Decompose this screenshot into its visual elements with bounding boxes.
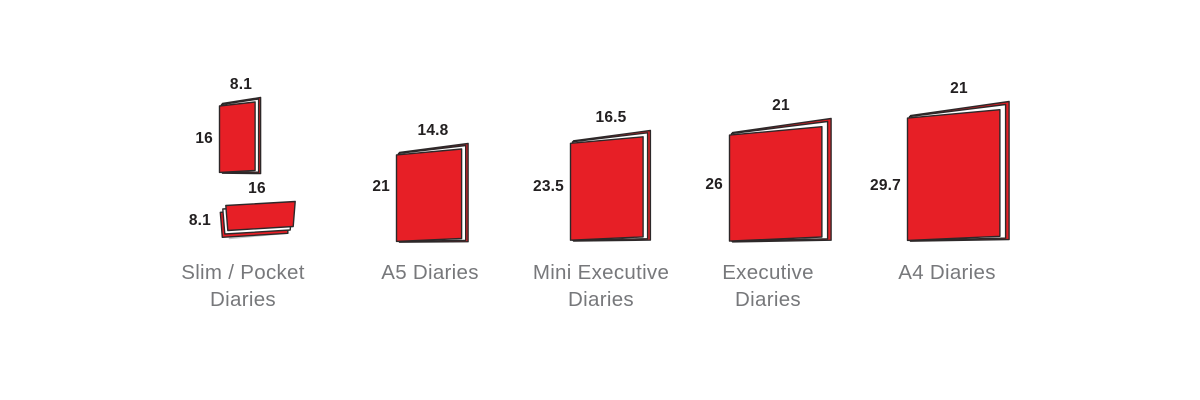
height-dimension-label: 16 [195, 130, 213, 147]
standing-book-icon [218, 96, 262, 175]
width-dimension-label: 21 [950, 80, 968, 97]
diary-category-label-line: Diaries [568, 288, 634, 311]
height-dimension-label: 26 [705, 176, 723, 193]
book-illustration-lying [216, 199, 298, 241]
height-dimension-label: 29.7 [870, 177, 901, 194]
height-dimension-label: 8.1 [188, 212, 211, 229]
diary-category-label-line: Mini Executive [532, 261, 670, 284]
book-front-cover [225, 200, 296, 232]
diary-category-label-line: Diaries [735, 288, 801, 311]
diary-category-label-line: A4 Diaries [898, 261, 996, 284]
standing-book-icon [906, 100, 1010, 242]
book-front-cover [728, 126, 823, 242]
diary-category-label: Slim / Pocket Diaries [148, 259, 338, 313]
diary-category-label-line: Executive [722, 261, 814, 284]
book-front-cover [569, 136, 644, 241]
diary-category-label-line: A5 Diaries [381, 261, 479, 284]
book-illustration-standing [395, 141, 471, 245]
width-dimension-label: 14.8 [417, 122, 449, 139]
width-dimension-label: 8.1 [229, 76, 253, 93]
book-illustration-standing [906, 99, 1012, 244]
diary-category-label-line: Diaries [210, 288, 276, 311]
diary-category-label: Executive Diaries [673, 259, 863, 313]
width-dimension-label: 16.5 [595, 109, 627, 126]
book-front-cover [906, 109, 1001, 242]
lying-book-icon [219, 200, 296, 240]
standing-book-icon [728, 117, 832, 243]
width-dimension-label: 21 [772, 97, 790, 114]
standing-book-icon [569, 129, 652, 242]
standing-book-icon [395, 142, 469, 243]
book-front-cover [218, 101, 256, 174]
width-dimension-label: 16 [248, 180, 266, 197]
diary-category-label: A5 Diaries [335, 259, 525, 286]
book-illustration-standing [218, 95, 264, 176]
book-front-cover [395, 148, 463, 243]
height-dimension-label: 21 [372, 178, 390, 195]
diary-category-label-line: Slim / Pocket [181, 261, 305, 284]
book-illustration-standing [569, 128, 653, 244]
book-illustration-standing [728, 116, 834, 245]
height-dimension-label: 23.5 [533, 178, 564, 195]
diary-category-label: Mini Executive Diaries [506, 259, 696, 313]
diary-category-label: A4 Diaries [852, 259, 1042, 286]
